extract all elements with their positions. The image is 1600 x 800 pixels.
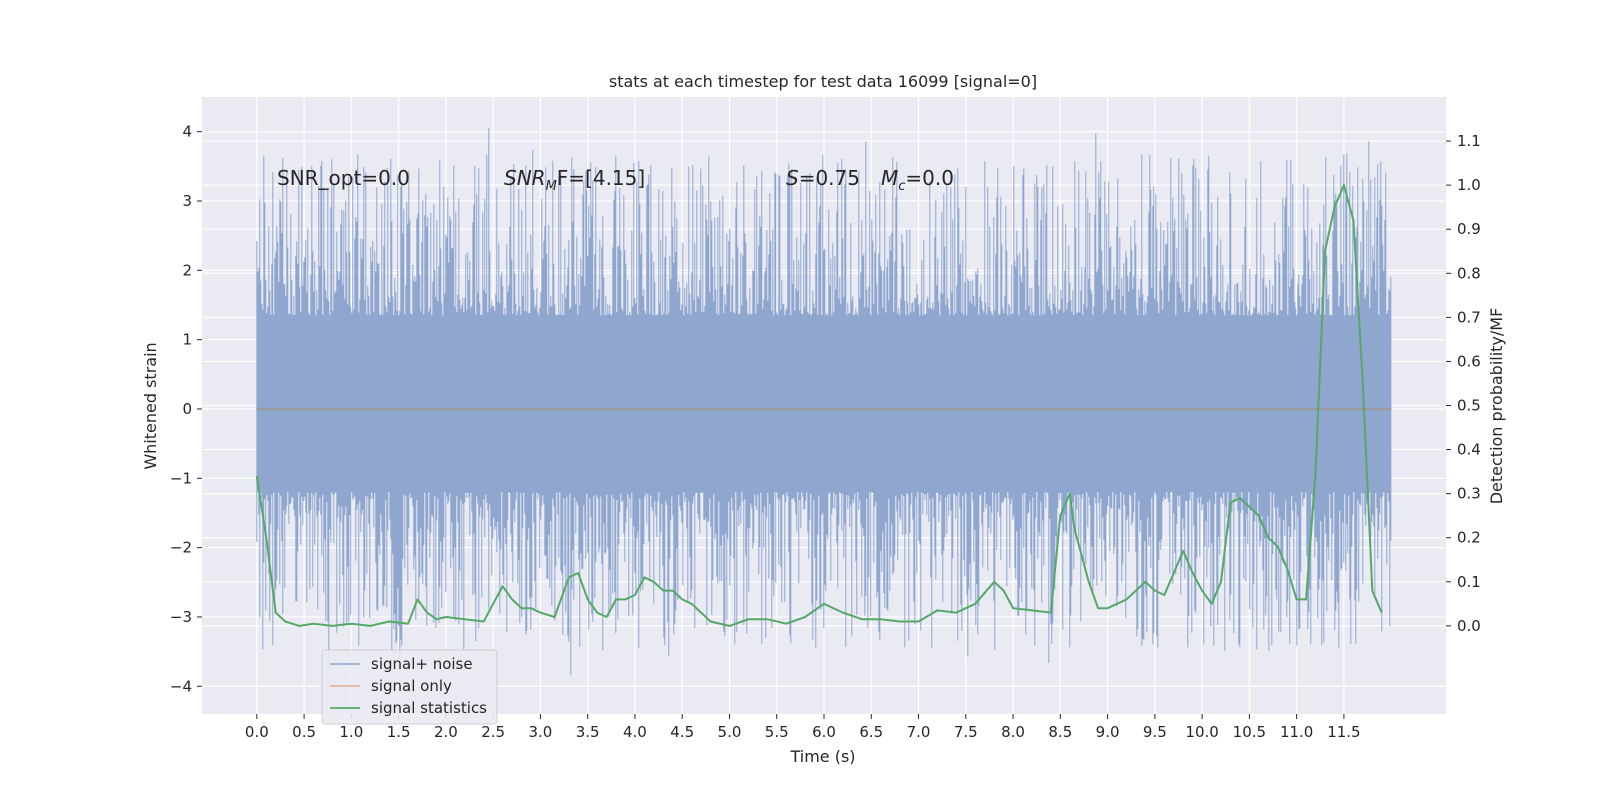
snr-mf-main: SNR [504,166,546,190]
annotation-s: S=0.75 [786,166,860,190]
x-tick-label: 5.0 [718,723,742,741]
snr-mf-rest: F=[4.15] [557,166,645,190]
snr-mf-sub: M [546,179,557,194]
x-tick-label: 4.5 [670,723,694,741]
x-tick-label: 6.5 [859,723,883,741]
annotation-snr-opt: SNR_opt=0.0 [277,166,410,190]
x-tick-label: 8.5 [1048,723,1072,741]
signal-statistics-series [255,184,1383,627]
legend-label-signal-only: signal only [371,677,452,695]
noise-trace [256,128,1392,676]
x-tick-label: 2.5 [481,723,505,741]
y-right-tick-label: 0.0 [1457,617,1481,635]
y-left-tick-label: 4 [182,123,192,141]
y-left-tick-label: −2 [170,539,192,557]
y-right-tick-label: 0.1 [1457,573,1481,591]
y-left-tick-label: −3 [170,608,192,626]
y-right-tick-label: 0.7 [1457,308,1481,326]
y-right-tick-label: 0.4 [1457,441,1481,459]
mc-sub: c [898,179,905,194]
x-tick-label: 11.5 [1327,723,1360,741]
x-tick-label: 0.5 [292,723,316,741]
x-tick-label: 7.0 [907,723,931,741]
s-var: S [786,166,799,190]
y-right-tick-label: 0.2 [1457,529,1481,547]
x-tick-label: 3.0 [528,723,552,741]
x-tick-label: 5.5 [765,723,789,741]
x-tick-label: 9.0 [1096,723,1120,741]
x-tick-label: 2.0 [434,723,458,741]
x-tick-label: 4.0 [623,723,647,741]
y-left-tick-label: 1 [182,331,192,349]
y-right-tick-label: 1.1 [1457,132,1481,150]
signal-noise-series [256,128,1392,676]
y-left-tick-label: −1 [170,469,192,487]
legend-label-noise: signal+ noise [371,655,473,673]
y-left-tick-label: 2 [182,261,192,279]
y-left-tick-label: 0 [182,400,192,418]
annotation-mc: Mc=0.0 [881,166,954,194]
x-tick-label: 6.0 [812,723,836,741]
y-right-tick-label: 1.0 [1457,176,1481,194]
y-right-tick-label: 0.8 [1457,264,1481,282]
x-tick-label: 10.5 [1233,723,1266,741]
x-tick-label: 1.0 [339,723,363,741]
x-tick-label: 10.0 [1185,723,1218,741]
mc-value: =0.0 [905,166,954,190]
x-tick-label: 9.5 [1143,723,1167,741]
chart-title: stats at each timestep for test data 160… [609,72,1037,91]
y-right-tick-label: 0.6 [1457,352,1481,370]
legend-label-statistics: signal statistics [371,699,487,717]
x-tick-label: 8.0 [1001,723,1025,741]
x-axis-label: Time (s) [789,747,855,766]
y-axis-label-left: Whitened strain [141,342,160,469]
axis-ticks: 0.0 0.5 1.0 1.5 2.0 2.5 3.0 3.5 4.0 4.5 5.0 5.5 6.0 6… [170,123,1481,741]
s-value: =0.75 [799,166,860,190]
x-tick-label: 1.5 [387,723,411,741]
y-right-tick-label: 0.5 [1457,397,1481,415]
y-left-tick-label: −4 [170,677,192,695]
x-tick-label: 11.0 [1280,723,1313,741]
y-left-tick-label: 3 [182,192,192,210]
y-axis-label-right: Detection probability/MF [1487,308,1506,505]
annotation-snr-mf: SNRMF=[4.15] [504,166,645,194]
x-tick-label: 7.5 [954,723,978,741]
y-right-tick-label: 0.3 [1457,485,1481,503]
signal-statistics-line [255,184,1383,627]
legend: signal+ noise signal only signal statist… [321,649,498,725]
mc-var: M [881,166,898,190]
legend-box [321,649,498,725]
x-tick-label: 0.0 [245,723,269,741]
x-tick-label: 3.5 [576,723,600,741]
y-right-tick-label: 0.9 [1457,220,1481,238]
